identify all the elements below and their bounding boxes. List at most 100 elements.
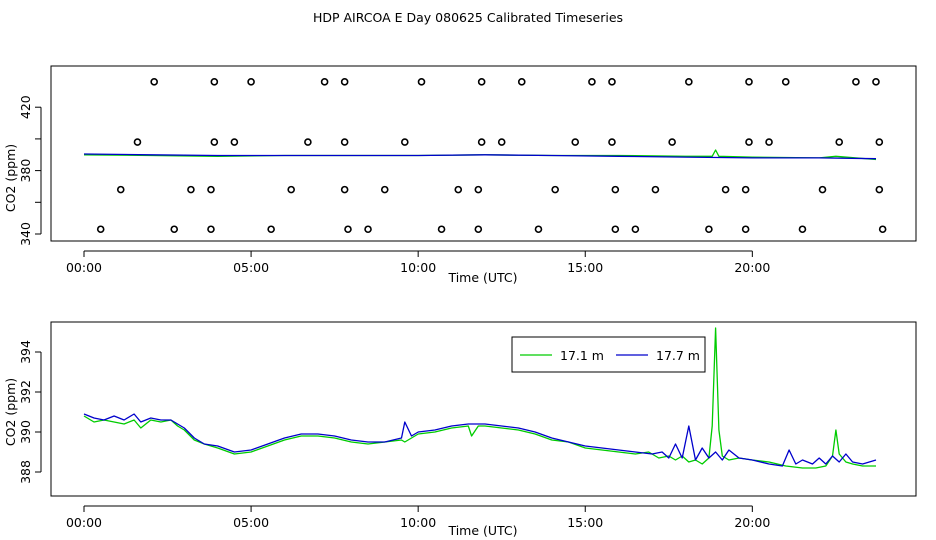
- top-x-tick-label: 00:00: [66, 260, 102, 275]
- top-data-point: [611, 225, 620, 234]
- top-data-point: [835, 138, 844, 146]
- legend: 17.1 m 17.7 m: [511, 336, 706, 373]
- top-y-tick-label: 380: [18, 159, 33, 183]
- top-data-point: [364, 225, 372, 234]
- top-data-point: [454, 185, 463, 194]
- top-data-point: [608, 78, 616, 86]
- top-data-point: [497, 138, 506, 146]
- top-data-point: [230, 138, 239, 146]
- top-data-point: [705, 225, 713, 234]
- bottom-y-axis-label: CO2 (ppm): [3, 378, 18, 446]
- bottom-plot-frame: [50, 321, 917, 497]
- top-data-point: [304, 138, 312, 146]
- top-data-point: [765, 138, 773, 146]
- top-data-point: [207, 225, 215, 234]
- top-data-point: [608, 138, 616, 146]
- top-data-point: [150, 78, 158, 86]
- top-x-axis-label: Time (UTC): [447, 270, 517, 285]
- bottom-series-line-2: [83, 413, 877, 467]
- top-data-point: [818, 185, 827, 194]
- top-data-point: [133, 138, 142, 146]
- top-data-point: [474, 185, 483, 194]
- top-data-point: [798, 225, 807, 234]
- top-data-point: [517, 78, 526, 86]
- top-data-point: [340, 78, 349, 86]
- top-y-axis-label: CO2 (ppm): [3, 144, 18, 212]
- top-x-tick-label: 05:00: [233, 260, 269, 275]
- top-y-axis: 340 380 420: [18, 95, 42, 246]
- top-points: [96, 78, 887, 234]
- top-data-point: [685, 78, 693, 86]
- top-data-point: [668, 138, 676, 146]
- top-data-point: [477, 138, 486, 146]
- top-x-axis: 00:00 05:00 10:00 15:00 20:00: [66, 250, 770, 275]
- top-data-point: [611, 185, 620, 194]
- top-data-point: [380, 185, 389, 194]
- top-data-point: [741, 185, 750, 194]
- top-data-point: [340, 138, 349, 146]
- top-data-point: [571, 138, 580, 146]
- top-data-point: [875, 185, 884, 194]
- top-series-lines: [83, 149, 877, 161]
- bottom-x-tick-label: 00:00: [66, 515, 102, 530]
- top-plot-frame: [50, 65, 917, 242]
- top-data-point: [437, 225, 446, 234]
- top-data-point: [741, 225, 750, 234]
- top-data-point: [631, 225, 640, 234]
- top-y-tick-label: 340: [18, 222, 33, 246]
- top-data-point: [852, 78, 860, 86]
- top-x-tick-label: 20:00: [734, 260, 770, 275]
- bottom-series-lines: [83, 327, 877, 469]
- bottom-y-axis: 388 390 392 394: [18, 340, 42, 484]
- bottom-x-axis: 00:00 05:00 10:00 15:00 20:00: [66, 505, 770, 530]
- top-x-tick-label: 15:00: [567, 260, 603, 275]
- legend-label-series-1: 17.1 m: [560, 348, 604, 363]
- top-data-point: [210, 138, 219, 146]
- top-data-point: [534, 225, 543, 234]
- top-data-point: [267, 225, 275, 234]
- bottom-y-tick-label: 390: [18, 420, 33, 444]
- top-data-point: [187, 185, 195, 194]
- top-series-line-2: [83, 153, 877, 160]
- top-data-point: [116, 185, 125, 194]
- top-data-point: [170, 225, 179, 234]
- bottom-y-tick-label: 392: [18, 380, 33, 404]
- top-panel: Time (UTC) CO2 (ppm) 00:00 05:00 10:00 15:0…: [3, 65, 917, 285]
- top-data-point: [651, 185, 660, 194]
- top-data-point: [210, 78, 219, 86]
- top-data-point: [745, 78, 753, 86]
- bottom-y-tick-label: 388: [18, 460, 33, 484]
- bottom-x-tick-label: 05:00: [233, 515, 269, 530]
- bottom-x-axis-label: Time (UTC): [447, 523, 517, 538]
- bottom-y-tick-label: 394: [18, 340, 33, 364]
- top-data-point: [400, 138, 409, 146]
- top-data-point: [588, 78, 596, 86]
- bottom-x-tick-label: 15:00: [567, 515, 603, 530]
- top-data-point: [344, 225, 352, 234]
- legend-label-series-2: 17.7 m: [656, 348, 700, 363]
- top-data-point: [474, 225, 483, 234]
- figure-title: HDP AIRCOA E Day 080625 Calibrated Times…: [313, 10, 623, 25]
- top-data-point: [781, 78, 790, 86]
- top-data-point: [477, 78, 486, 86]
- top-data-point: [320, 78, 329, 86]
- bottom-x-tick-label: 10:00: [400, 515, 436, 530]
- top-data-point: [872, 78, 880, 86]
- top-data-point: [721, 185, 730, 194]
- top-data-point: [745, 138, 753, 146]
- bottom-panel: Time (UTC) CO2 (ppm) 00:00 05:00 10:00 15:0…: [3, 321, 917, 538]
- top-data-point: [247, 78, 255, 86]
- top-data-point: [96, 225, 105, 234]
- top-data-point: [878, 225, 887, 234]
- bottom-series-line-1: [83, 327, 876, 469]
- top-data-point: [287, 185, 295, 194]
- top-data-point: [207, 185, 215, 194]
- top-data-point: [417, 78, 426, 86]
- top-data-point: [340, 185, 349, 194]
- top-data-point: [551, 185, 559, 194]
- top-y-tick-label: 420: [18, 95, 33, 119]
- top-x-tick-label: 10:00: [400, 260, 436, 275]
- top-data-point: [875, 138, 884, 146]
- bottom-x-tick-label: 20:00: [734, 515, 770, 530]
